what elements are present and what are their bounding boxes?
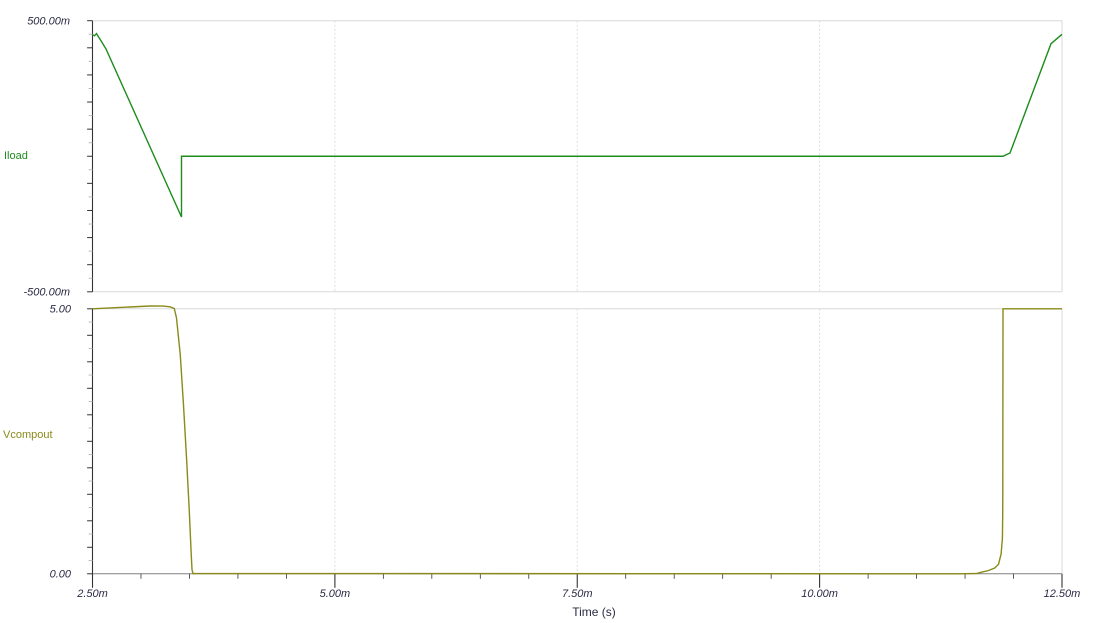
svg-text:0.00: 0.00 [50, 569, 72, 581]
svg-text:12.50m: 12.50m [1044, 588, 1081, 600]
svg-text:-500.00m: -500.00m [24, 287, 70, 299]
svg-text:5.00m: 5.00m [320, 588, 351, 600]
svg-text:2.50m: 2.50m [76, 588, 108, 600]
svg-text:10.00m: 10.00m [801, 588, 838, 600]
svg-text:500.00m: 500.00m [27, 16, 70, 28]
svg-text:7.50m: 7.50m [562, 588, 593, 600]
svg-text:Vcompout: Vcompout [3, 429, 53, 441]
svg-text:Time (s): Time (s) [572, 605, 616, 619]
svg-text:5.00: 5.00 [50, 304, 72, 316]
svg-text:Iload: Iload [4, 150, 28, 162]
